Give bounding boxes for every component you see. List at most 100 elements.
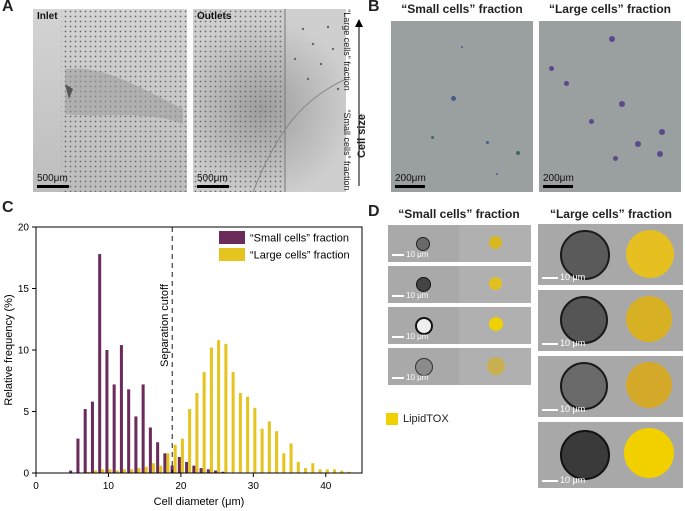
legend-label: “Large cells” fraction	[250, 250, 350, 262]
y-tick-label: 10	[18, 346, 30, 357]
inlet-scale-bar: 500μm	[37, 173, 69, 188]
large-cells-bar	[130, 469, 134, 473]
large-cells-bar	[202, 372, 206, 473]
small-cells-bar	[76, 438, 80, 473]
large-cells-bar	[159, 465, 163, 473]
large-cells-bar	[253, 407, 257, 473]
scale-label: 10 μm	[542, 475, 585, 485]
small-cells-bar	[177, 457, 181, 473]
d-small-title: “Small cells” fraction	[398, 207, 520, 221]
cell-dot	[657, 151, 663, 157]
lipid-stained-cell	[489, 277, 502, 290]
large-cell-row-2: 10 μm	[538, 290, 683, 351]
small-cells-bar	[163, 453, 167, 473]
large-cells-bar	[101, 469, 105, 473]
small-cells-bar	[98, 254, 102, 473]
cell-dot	[609, 36, 615, 42]
cell-dot	[461, 46, 463, 48]
scale-label: 10 μm	[392, 373, 428, 382]
large-cells-bar	[217, 340, 221, 473]
b-large-scale-bar: 200μm	[543, 173, 574, 188]
cell-dot	[564, 81, 569, 86]
scale-label: 10 μm	[392, 250, 428, 259]
b-small-title: “Small cells” fraction	[401, 2, 523, 16]
lipidtox-legend-label: LipidTOX	[403, 413, 449, 425]
large-fraction-label: “Large cells” fraction	[342, 9, 352, 91]
large-cells-bar	[224, 343, 228, 473]
large-cells-bar	[144, 466, 148, 473]
small-cells-bar	[185, 461, 189, 473]
small-fraction-label: “Small cells” fraction	[342, 109, 352, 191]
large-cells-bar	[173, 444, 177, 473]
outlets-micrograph: Outlets 500μm	[193, 9, 346, 192]
large-cells-bar	[209, 347, 213, 473]
cell-dot	[516, 151, 520, 155]
y-axis-label: Relative frequency (%)	[3, 294, 15, 405]
cell-dot	[589, 119, 594, 124]
large-cells-bar	[325, 469, 329, 473]
d-large-title: “Large cells” fraction	[549, 207, 673, 221]
small-cells-bar	[127, 389, 131, 473]
legend-swatch	[219, 248, 245, 261]
small-cells-bar	[170, 465, 174, 473]
outlets-scale-bar: 500μm	[197, 173, 229, 188]
b-large-title: “Large cells” fraction	[548, 2, 672, 16]
b-large-image: 200μm	[539, 21, 681, 192]
cell-dot	[549, 66, 554, 71]
x-tick-label: 10	[103, 481, 115, 492]
lipid-stained-cell	[489, 317, 503, 331]
small-cells-bar	[156, 442, 160, 473]
brightfield-cell	[416, 277, 431, 292]
cell-dot	[496, 173, 498, 175]
y-tick-label: 15	[18, 284, 30, 295]
y-tick-label: 20	[18, 223, 30, 234]
lipid-stained-cell	[626, 362, 672, 408]
legend-swatch	[219, 231, 245, 244]
cell-dot	[431, 136, 434, 139]
legend-label: “Small cells” fraction	[250, 233, 349, 245]
b-small-image: 200μm	[391, 21, 533, 192]
small-cells-bar	[199, 468, 203, 473]
large-cells-bar	[115, 470, 119, 473]
x-tick-label: 0	[33, 481, 39, 492]
x-tick-label: 40	[320, 481, 332, 492]
b-large-scale-text: 200μm	[543, 173, 574, 184]
small-cells-bar	[119, 345, 123, 473]
lipid-stained-cell	[626, 230, 674, 278]
small-cells-bar	[206, 469, 210, 473]
large-cells-bar	[122, 469, 126, 473]
large-cells-bar	[151, 463, 155, 473]
large-cell-row-3: 10 μm	[538, 356, 683, 417]
lipid-stained-cell	[487, 357, 505, 375]
large-cells-bar	[340, 470, 344, 473]
large-cells-bar	[267, 421, 271, 473]
small-cells-bar	[134, 416, 138, 473]
small-cells-bar	[83, 409, 87, 473]
small-cells-bar	[141, 384, 145, 473]
large-cells-bar	[260, 428, 264, 473]
large-cells-bar	[246, 396, 250, 473]
scale-label: 10 μm	[542, 272, 585, 282]
histogram-chart: 0 10 20 30 40 0 5 10 15 20 Separation cutoff Rela…	[3, 223, 363, 508]
lipid-stained-cell	[626, 296, 672, 342]
small-cells-bar	[112, 384, 116, 473]
scale-label: 10 μm	[542, 338, 585, 348]
large-cells-bar	[289, 443, 293, 473]
large-cells-bar	[282, 453, 286, 473]
brightfield-cell	[416, 237, 430, 251]
scale-label: 10 μm	[392, 291, 428, 300]
large-cells-bar	[195, 393, 199, 473]
large-cells-bar	[86, 471, 90, 473]
panel-label-b: B	[368, 0, 380, 15]
cell-dot	[619, 101, 625, 107]
small-cells-bar	[221, 471, 225, 473]
small-cells-bar	[192, 465, 196, 473]
outlets-title: Outlets	[197, 11, 232, 22]
large-cells-bar	[93, 470, 97, 473]
outlets-pillar-array	[193, 9, 346, 192]
large-cells-bar	[311, 463, 315, 473]
panel-label-d: D	[368, 203, 380, 220]
small-cells-bar	[90, 401, 94, 473]
large-cells-bar	[188, 409, 192, 473]
scale-label: 10 μm	[542, 404, 585, 414]
